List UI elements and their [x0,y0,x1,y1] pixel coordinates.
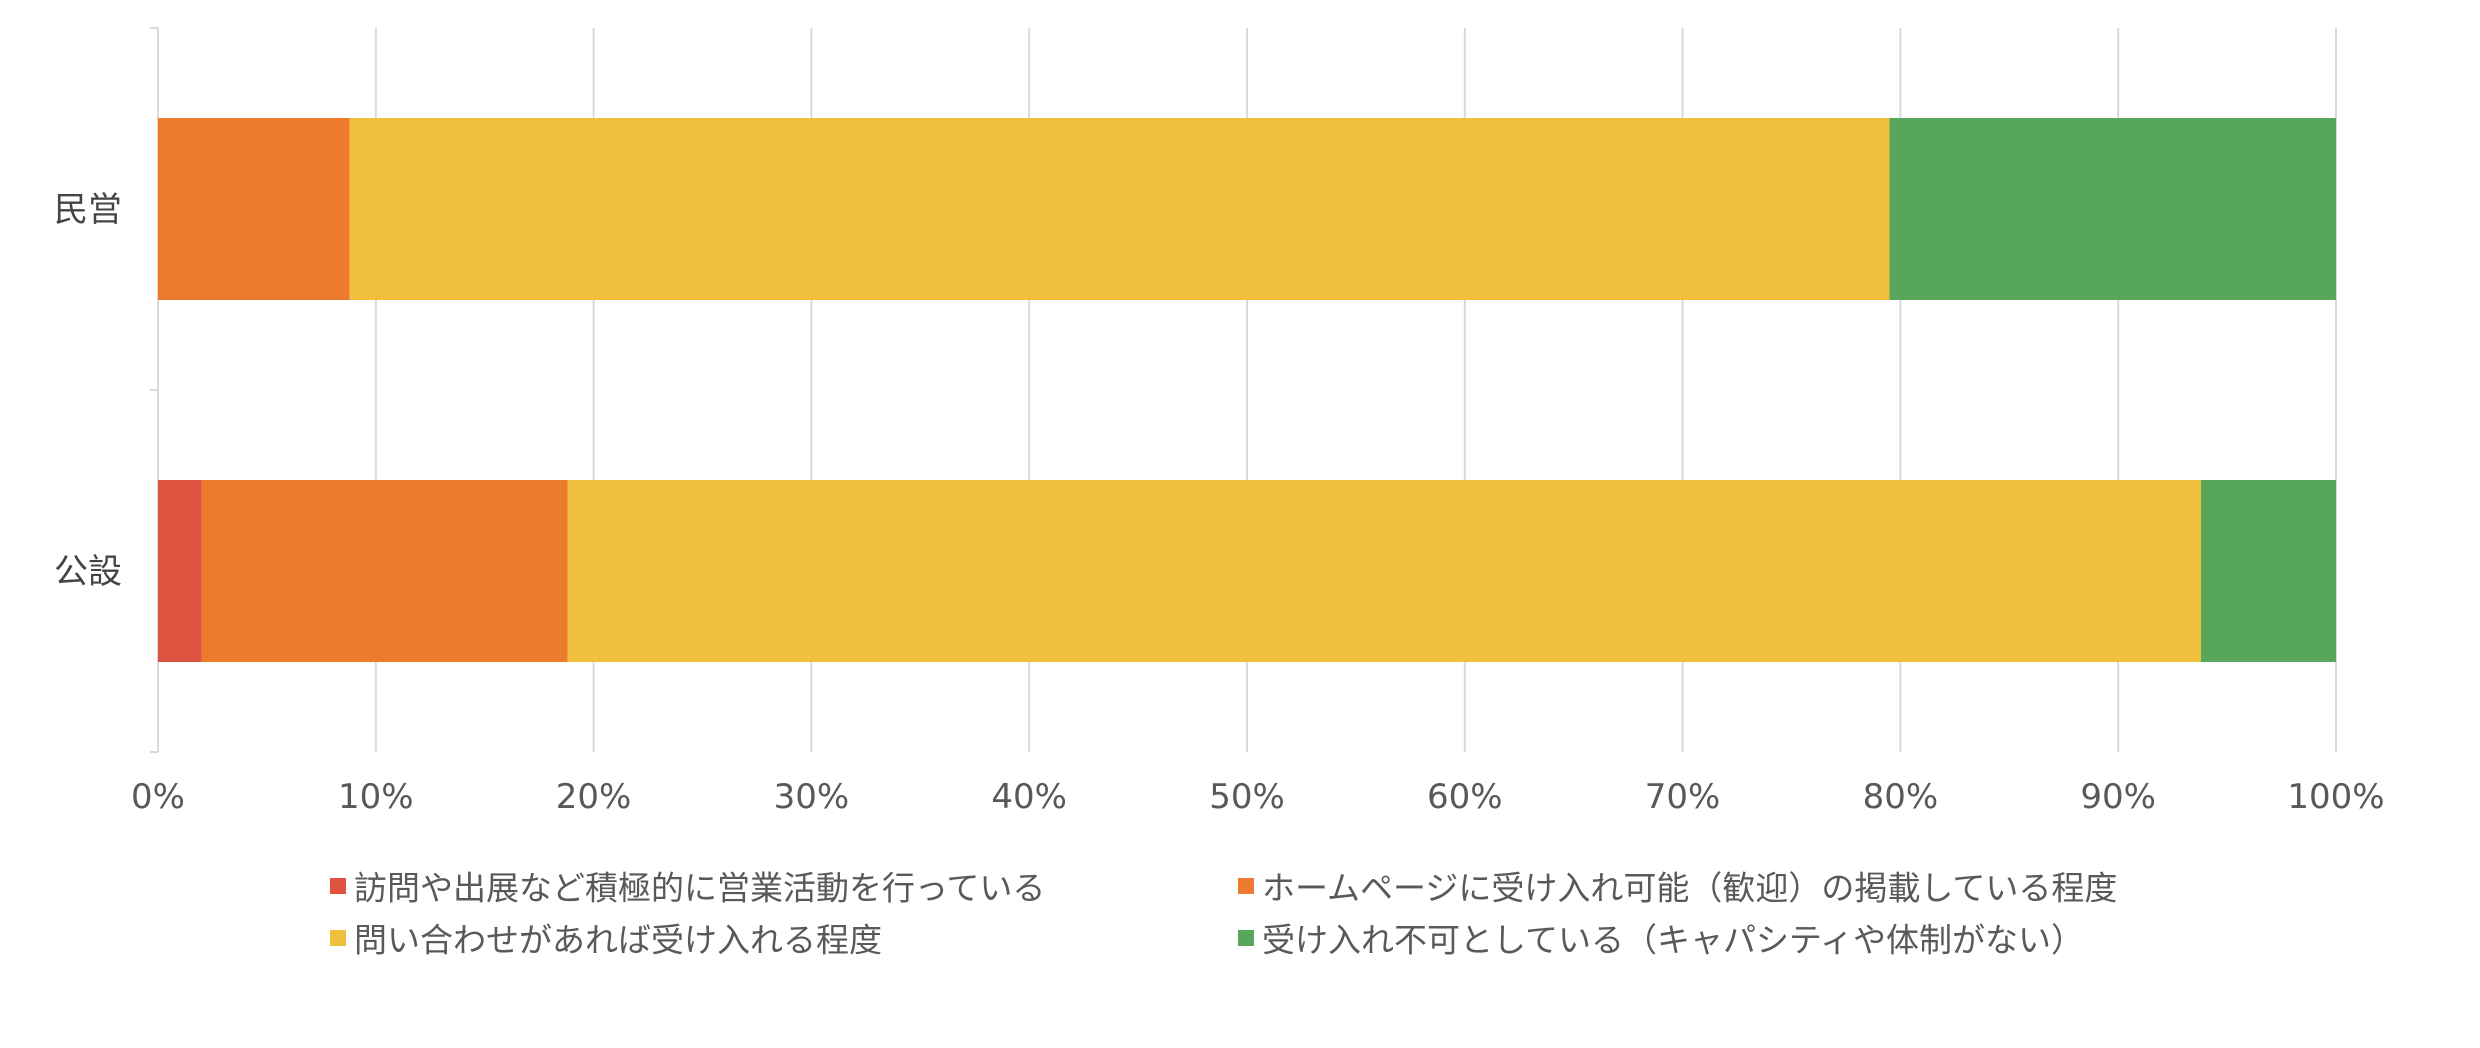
legend-label: 問い合わせがあれば受け入れる程度 [354,921,882,960]
legend-swatch [1238,930,1254,946]
legend-swatch [330,878,346,894]
legend-swatch [1238,878,1254,894]
legend-label: ホームページに受け入れ可能（歓迎）の掲載している程度 [1262,869,2117,908]
bar-segment [158,480,202,662]
x-tick-label: 10% [338,777,414,817]
bar-segment [349,118,1890,300]
x-tick-label: 70% [1645,777,1721,817]
bars [158,118,2336,662]
legend: 訪問や出展など積極的に営業活動を行っている ホームページに受け入れ可能（歓迎）の掲… [330,869,2117,960]
x-tick-labels: 0% 10% 20% 30% 40% 50% 60% 70% 80% 90% 100% [131,777,2385,817]
legend-label: 受け入れ不可としている（キャパシティや体制がない） [1262,921,2084,960]
x-tick-label: 90% [2080,777,2156,817]
legend-swatch [330,930,346,946]
bar-segment [1889,118,2336,300]
x-tick-label: 0% [131,777,185,817]
x-tick-label: 20% [556,777,632,817]
bar-segment [158,118,350,300]
category-axis [150,27,159,753]
category-label: 公設 [54,552,122,592]
x-tick-label: 80% [1863,777,1939,817]
category-label: 民営 [54,190,122,230]
x-tick-label: 100% [2287,777,2384,817]
x-tick-label: 30% [774,777,850,817]
bar-segment [567,480,2201,662]
bar-segment [2200,480,2336,662]
legend-label: 訪問や出展など積極的に営業活動を行っている [354,869,1045,908]
x-tick-label: 50% [1209,777,1285,817]
x-tick-label: 40% [991,777,1067,817]
x-tick-label: 60% [1427,777,1503,817]
bar-segment [201,480,568,662]
